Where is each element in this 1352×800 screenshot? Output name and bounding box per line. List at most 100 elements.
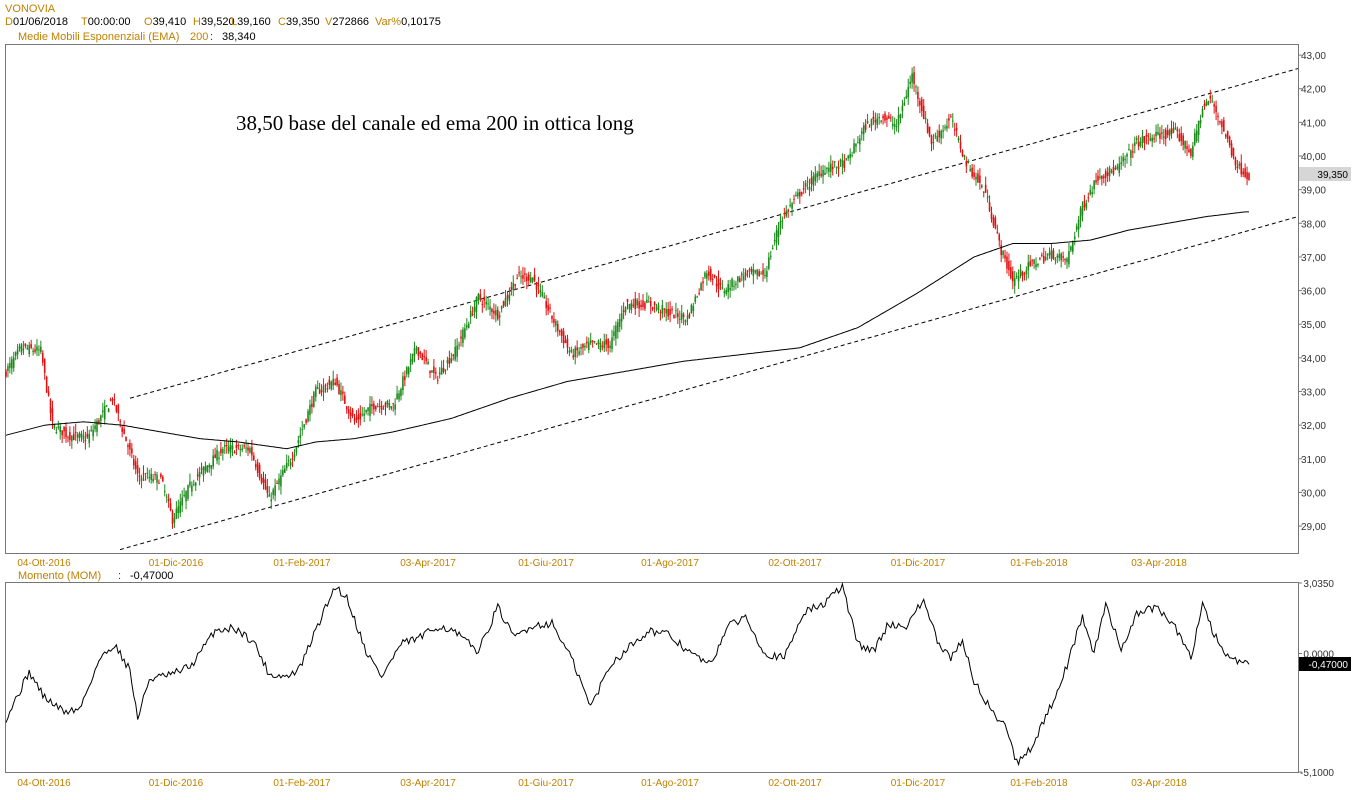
candle[interactable] [556, 320, 559, 337]
candle[interactable] [407, 366, 410, 378]
candle[interactable] [719, 277, 722, 291]
candle[interactable] [1248, 172, 1250, 181]
candle[interactable] [318, 382, 321, 395]
candle[interactable] [529, 271, 532, 284]
candle[interactable] [9, 357, 11, 374]
candle[interactable] [285, 454, 288, 471]
candle[interactable] [1240, 154, 1243, 178]
candle[interactable] [376, 403, 379, 408]
candle[interactable] [876, 113, 879, 129]
candle[interactable] [127, 443, 129, 455]
candle[interactable] [973, 164, 975, 181]
candle[interactable] [270, 492, 273, 509]
candle[interactable] [924, 111, 927, 124]
candle[interactable] [781, 216, 784, 230]
candle[interactable] [113, 393, 116, 406]
candle[interactable] [222, 446, 224, 461]
candle[interactable] [148, 469, 151, 483]
candle[interactable] [1221, 118, 1223, 135]
candle[interactable] [498, 311, 501, 326]
candle[interactable] [144, 472, 147, 481]
candle[interactable] [711, 273, 714, 286]
candle[interactable] [979, 168, 981, 190]
candle[interactable] [1064, 258, 1066, 265]
candle[interactable] [975, 172, 977, 186]
candle[interactable] [899, 113, 902, 124]
candle[interactable] [826, 166, 828, 174]
candle[interactable] [595, 343, 598, 345]
candle[interactable] [562, 327, 565, 349]
candle[interactable] [295, 446, 298, 456]
candle[interactable] [1153, 134, 1155, 143]
candle[interactable] [227, 440, 230, 454]
candle[interactable] [764, 267, 766, 279]
candle[interactable] [984, 176, 987, 193]
candle[interactable] [779, 213, 782, 235]
candle[interactable] [247, 442, 249, 456]
candle[interactable] [731, 277, 733, 291]
candle[interactable] [1188, 144, 1190, 153]
candle[interactable] [678, 310, 681, 329]
candle[interactable] [847, 154, 850, 161]
candle[interactable] [1157, 123, 1159, 136]
candle[interactable] [109, 397, 112, 402]
candle[interactable] [750, 266, 753, 275]
candle[interactable] [963, 154, 966, 161]
candle[interactable] [957, 135, 960, 143]
candle[interactable] [1019, 264, 1022, 279]
candle[interactable] [496, 306, 499, 321]
candle[interactable] [276, 480, 278, 485]
candle[interactable] [800, 191, 803, 197]
candle[interactable] [891, 116, 894, 130]
candle[interactable] [1178, 128, 1181, 143]
candle[interactable] [1006, 251, 1008, 274]
candle[interactable] [119, 419, 122, 428]
candle[interactable] [326, 382, 329, 393]
candle[interactable] [560, 328, 563, 343]
candle[interactable] [787, 208, 789, 218]
candle[interactable] [1244, 163, 1246, 179]
candle[interactable] [7, 363, 9, 378]
candle[interactable] [1232, 147, 1235, 160]
candle[interactable] [1008, 253, 1010, 277]
candle[interactable] [1060, 252, 1062, 268]
candle[interactable] [773, 232, 776, 246]
candle[interactable] [413, 341, 416, 363]
candle[interactable] [1017, 269, 1020, 290]
candle[interactable] [309, 399, 311, 422]
candle[interactable] [578, 347, 580, 357]
candle[interactable] [618, 313, 621, 333]
candle[interactable] [553, 312, 555, 328]
candle[interactable] [5, 368, 7, 379]
candle[interactable] [156, 472, 158, 491]
candle[interactable] [717, 270, 720, 298]
candle[interactable] [775, 225, 778, 251]
candle[interactable] [291, 451, 294, 468]
candle[interactable] [1155, 124, 1157, 143]
candle[interactable] [624, 306, 627, 316]
candle[interactable] [82, 429, 85, 444]
candle[interactable] [951, 113, 954, 128]
candle[interactable] [386, 399, 389, 408]
candle[interactable] [771, 244, 774, 250]
candle[interactable] [1002, 250, 1004, 259]
candle[interactable] [378, 399, 381, 413]
candle[interactable] [1122, 152, 1124, 167]
candle[interactable] [1132, 143, 1134, 158]
candle[interactable] [667, 302, 669, 321]
candle[interactable] [1025, 266, 1028, 281]
candle[interactable] [1091, 186, 1093, 198]
candle[interactable] [708, 265, 710, 281]
candle[interactable] [107, 407, 110, 413]
candle[interactable] [175, 501, 178, 520]
candle[interactable] [1027, 254, 1030, 279]
candle[interactable] [1209, 89, 1212, 104]
candle[interactable] [359, 405, 362, 426]
candle[interactable] [171, 509, 174, 529]
candle[interactable] [332, 370, 335, 390]
candle[interactable] [950, 113, 952, 118]
candle[interactable] [61, 430, 63, 443]
candle[interactable] [706, 270, 708, 286]
candle[interactable] [506, 291, 509, 307]
candle[interactable] [1176, 126, 1179, 139]
